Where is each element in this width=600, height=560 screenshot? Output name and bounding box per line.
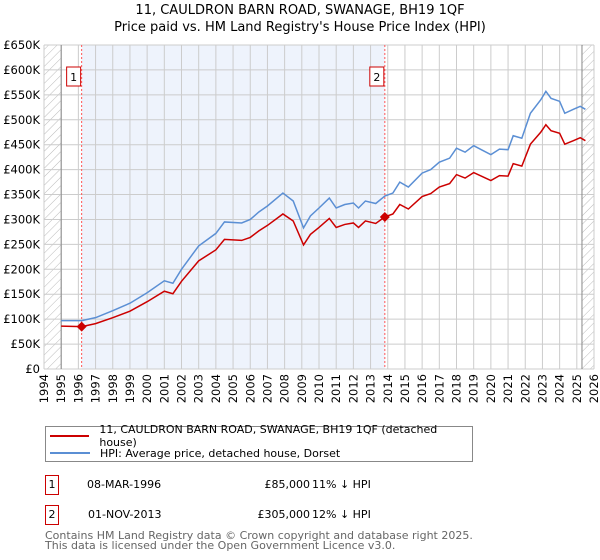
sale-point xyxy=(76,321,87,332)
x-tick-label: 2023 xyxy=(535,374,549,403)
chart-title: 11, CAULDRON BARN ROAD, SWANAGE, BH19 1Q… xyxy=(135,3,465,18)
y-tick-label: £600K xyxy=(3,63,40,77)
y-tick-label: £100K xyxy=(3,312,40,326)
sale-date: 01-NOV-2013 xyxy=(88,508,162,521)
x-tick-label: 2017 xyxy=(432,374,446,403)
x-tick-label: 2019 xyxy=(467,374,481,403)
legend-label: HPI: Average price, detached house, Dors… xyxy=(100,446,341,460)
y-tick-label: £250K xyxy=(3,237,40,251)
x-tick-label: 2002 xyxy=(175,374,189,403)
x-tick-label: 1999 xyxy=(123,374,137,403)
x-tick-label: 2021 xyxy=(501,374,515,403)
sale-label-box xyxy=(66,66,82,87)
hatched-region xyxy=(44,45,62,369)
sale-date: 08-MAR-1996 xyxy=(87,478,162,491)
legend-swatch xyxy=(50,435,90,437)
hpi-line xyxy=(61,90,586,322)
y-tick-label: £500K xyxy=(3,113,40,127)
marker-badge: 2 xyxy=(45,505,59,525)
legend-swatch xyxy=(50,452,90,454)
hatched-region xyxy=(581,45,594,369)
hpi-delta: 12% ↓ HPI xyxy=(312,508,371,521)
legend-label: 11, CAULDRON BARN ROAD, SWANAGE, BH19 1Q… xyxy=(99,423,438,449)
y-tick-label: £300K xyxy=(3,212,40,226)
sale-price: £85,000 xyxy=(264,478,311,491)
x-tick-label: 2015 xyxy=(398,374,412,403)
price-chart: £0 £50K £100K £150K £200K £250K £300K £350K £400… xyxy=(3,38,600,403)
y-tick-label: £0 xyxy=(25,362,40,376)
x-tick-label: 2025 xyxy=(570,374,584,403)
x-tick-label: 2008 xyxy=(278,374,292,403)
marker-badge: 1 xyxy=(45,475,59,495)
x-tick-label: 1995 xyxy=(54,374,68,403)
y-tick-label: £150K xyxy=(3,287,40,301)
y-tick-label: £650K xyxy=(3,38,40,52)
sale-label-box xyxy=(369,66,385,87)
x-tick-label: 1996 xyxy=(71,374,85,403)
sale-price: £305,000 xyxy=(257,508,311,521)
footer-copyright: Contains HM Land Registry data © Crown c… xyxy=(45,529,473,542)
y-tick-label: £400K xyxy=(3,163,40,177)
x-tick-label: 2000 xyxy=(140,374,154,403)
x-tick-label: 1994 xyxy=(37,374,51,403)
y-tick-label: £450K xyxy=(3,138,40,152)
x-tick-label: 2011 xyxy=(329,374,343,403)
y-tick-label: £50K xyxy=(11,337,41,351)
chart-subtitle: Price paid vs. HM Land Registry's House … xyxy=(114,20,486,35)
x-tick-label: 2020 xyxy=(484,374,498,403)
x-tick-label: 2026 xyxy=(587,374,600,403)
x-tick-label: 2010 xyxy=(312,374,326,403)
x-tick-label: 2005 xyxy=(226,374,240,403)
sale-label: 2 xyxy=(373,71,380,84)
x-tick-label: 1998 xyxy=(106,374,120,403)
footer-license: This data is licensed under the Open Gov… xyxy=(45,539,396,552)
hpi-delta: 11% ↓ HPI xyxy=(312,478,371,491)
x-tick-label: 2022 xyxy=(518,374,532,403)
x-tick-label: 2009 xyxy=(295,374,309,403)
x-tick-label: 2003 xyxy=(192,374,206,403)
x-tick-label: 2016 xyxy=(415,374,429,403)
x-tick-label: 2007 xyxy=(260,374,274,403)
legend-item-price: 11, CAULDRON BARN ROAD, SWANAGE, BH19 1Q… xyxy=(50,423,472,449)
x-tick-label: 2018 xyxy=(450,374,464,403)
sale-label: 1 xyxy=(70,71,77,84)
x-tick-label: 2006 xyxy=(243,374,257,403)
y-tick-label: £550K xyxy=(3,88,40,102)
x-tick-label: 1997 xyxy=(89,374,103,403)
legend-item-hpi: HPI: Average price, detached house, Dors… xyxy=(50,445,340,461)
y-tick-label: £350K xyxy=(3,188,40,202)
y-tick-label: £200K xyxy=(3,262,40,276)
legend: 11, CAULDRON BARN ROAD, SWANAGE, BH19 1Q… xyxy=(45,423,473,462)
price-paid-line xyxy=(61,123,586,328)
x-tick-label: 2004 xyxy=(209,374,223,403)
x-tick-label: 2012 xyxy=(346,374,360,403)
x-tick-label: 2013 xyxy=(364,374,378,403)
sale-point xyxy=(379,211,390,222)
x-tick-label: 2001 xyxy=(157,374,171,403)
x-tick-label: 2024 xyxy=(553,374,567,403)
x-tick-label: 2014 xyxy=(381,374,395,403)
